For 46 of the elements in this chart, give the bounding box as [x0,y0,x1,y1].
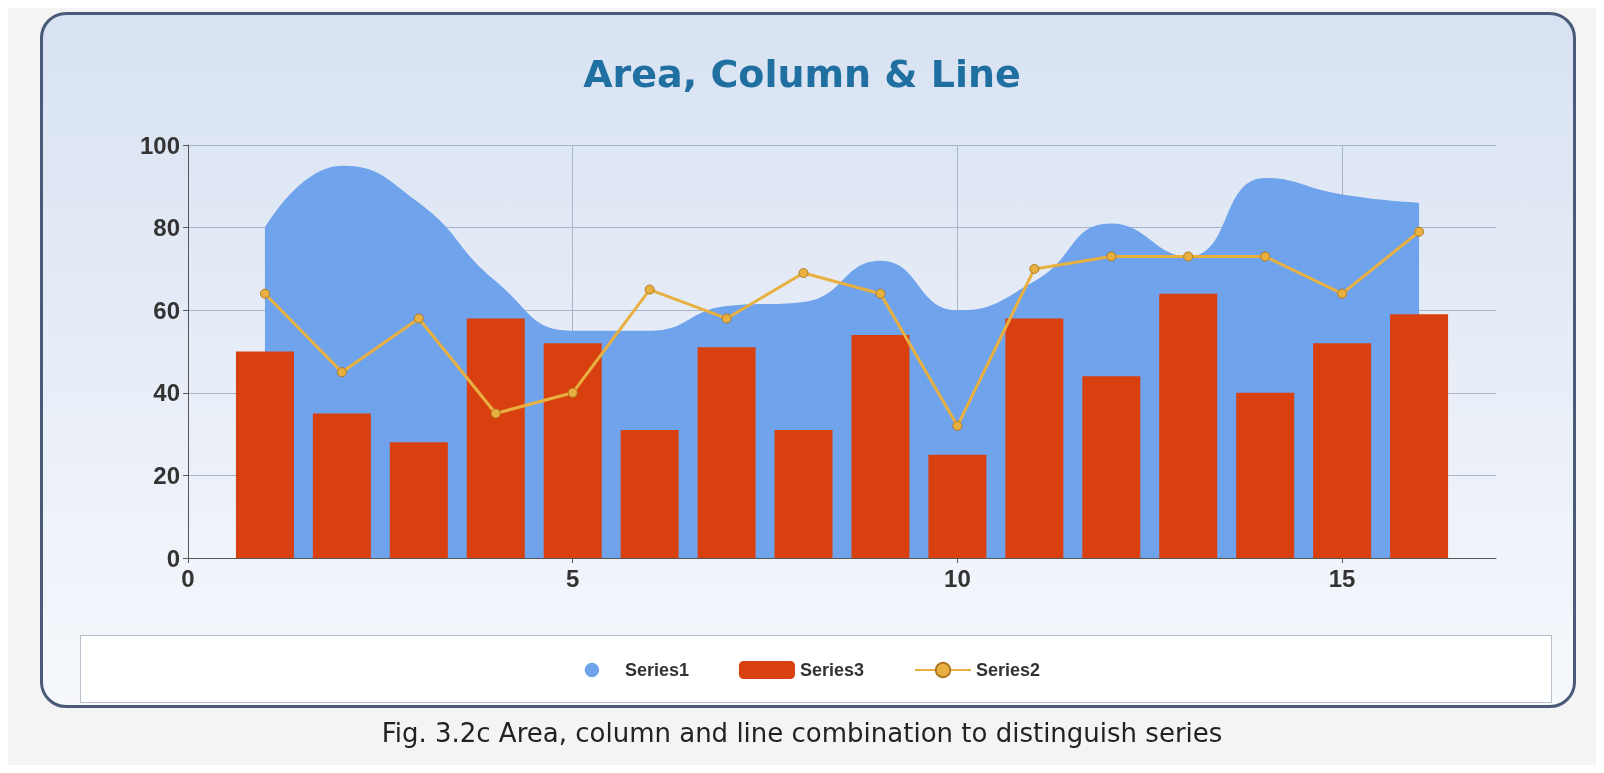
bar [1390,314,1449,558]
bar [1005,318,1064,558]
bar [697,347,756,558]
legend-label: Series3 [799,660,865,680]
point [413,313,424,324]
bar [235,351,294,558]
y-tick-label: 20 [153,461,180,489]
x-tick-label: 15 [1328,564,1356,592]
bar [774,429,833,558]
point [798,268,809,279]
point [567,387,578,398]
x-tick-label: 10 [944,564,971,592]
y-tick-label: 80 [153,214,180,242]
bar [1159,293,1218,558]
point [952,420,963,431]
point [875,288,886,299]
bar [1236,392,1295,558]
y-tick-label: 60 [153,296,180,324]
point [490,408,501,419]
point [1029,263,1040,274]
bar [543,343,602,558]
bar [1313,343,1372,558]
legend-label: Series1 [624,660,689,680]
point [336,367,347,378]
bar [466,318,525,558]
bar [851,334,910,558]
bar [620,429,679,558]
x-tick-label: 5 [566,564,580,592]
point [1337,288,1348,299]
point [259,288,270,299]
y-tick-label: 0 [166,544,180,572]
chart-title: Area, Column & Line [583,52,1021,96]
point [1260,251,1271,262]
point [721,313,732,324]
y-tick-label: 40 [153,379,180,407]
bar [312,413,371,558]
y-tick-label: 100 [139,131,180,159]
bar [389,442,448,558]
bar [928,454,987,558]
point [644,284,655,295]
bar [1082,376,1141,558]
point [1106,251,1117,262]
point [1414,226,1425,237]
caption: Fig. 3.2c Area, column and line combination to distinguish series [380,718,1224,748]
legend-label: Series2 [976,660,1041,680]
point [1183,251,1194,262]
